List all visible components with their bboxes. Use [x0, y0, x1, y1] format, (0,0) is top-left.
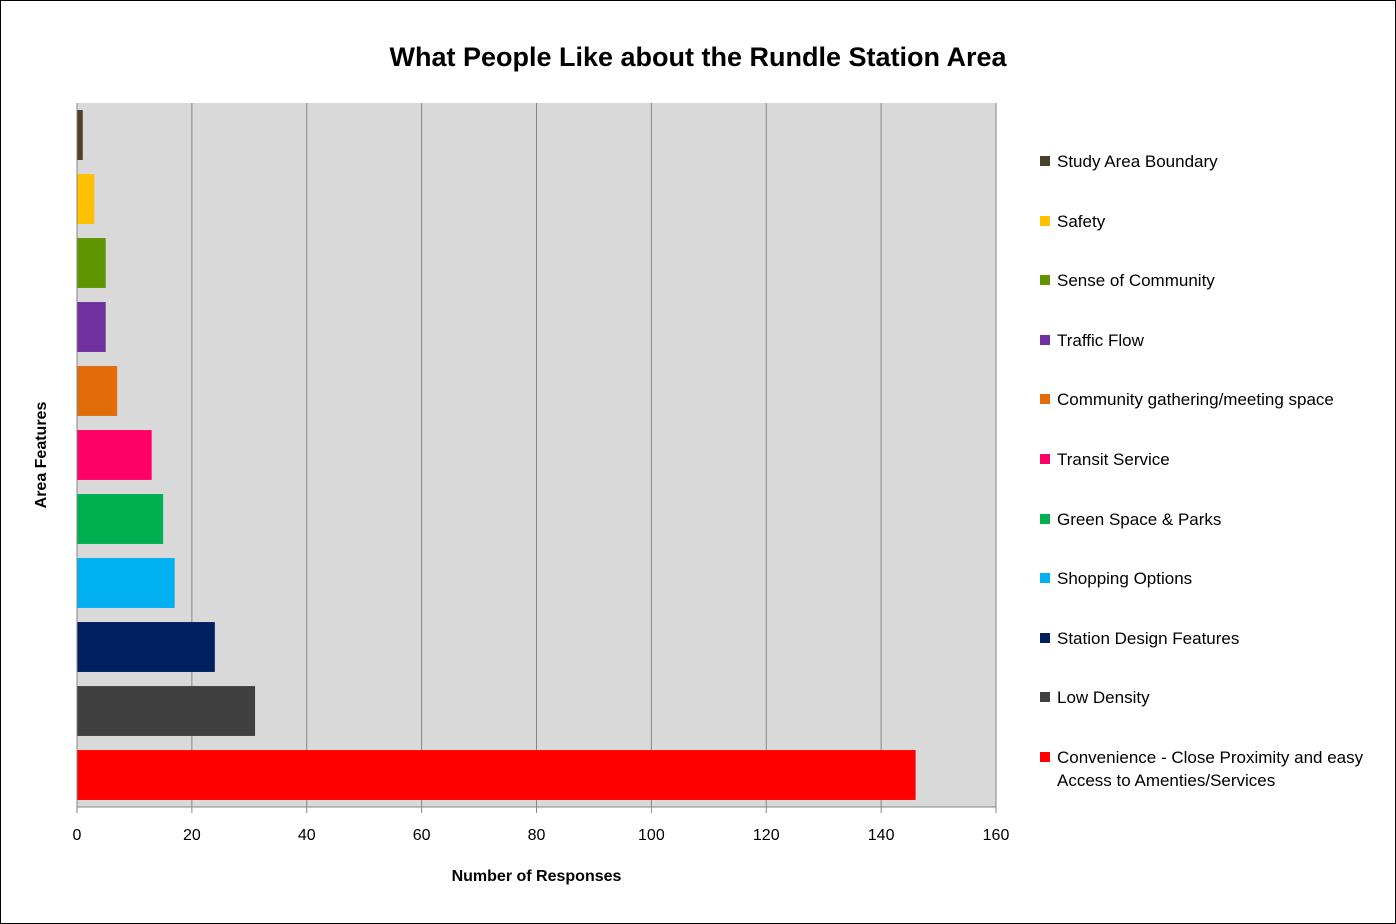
- x-axis-title: Number of Responses: [452, 868, 622, 885]
- x-tick-label: 20: [183, 827, 201, 844]
- bar: [77, 558, 175, 608]
- legend-swatch: [1040, 513, 1050, 524]
- x-tick-label: 100: [638, 827, 665, 844]
- legend-item: Shopping Options: [1040, 567, 1370, 590]
- legend-swatch: [1040, 692, 1050, 703]
- bar: [77, 174, 95, 224]
- bar: [77, 430, 152, 480]
- bar: [77, 686, 256, 736]
- legend-label: Transit Service: [1057, 450, 1170, 469]
- legend-swatch: [1040, 632, 1050, 643]
- legend-item: Low Density: [1040, 686, 1370, 709]
- legend-swatch: [1040, 275, 1050, 286]
- x-axis-ticks: 0 20 40 60 80 100 120 140 160: [73, 807, 1010, 844]
- x-tick-label: 60: [413, 827, 431, 844]
- legend-swatch: [1040, 215, 1050, 226]
- legend-item: Green Space & Parks: [1040, 508, 1370, 531]
- x-tick-label: 120: [753, 827, 780, 844]
- legend-swatch: [1040, 394, 1050, 405]
- legend-label: Low Density: [1057, 688, 1150, 708]
- legend-label: Station Design Features: [1057, 628, 1240, 648]
- legend-swatch: [1040, 156, 1050, 166]
- legend-label: Shopping Options: [1057, 569, 1193, 589]
- bar: [77, 302, 106, 352]
- legend-swatch: [1040, 752, 1050, 762]
- legend-item: Community gathering/meeting space: [1040, 388, 1370, 411]
- legend-item: Sense of Community: [1040, 269, 1370, 292]
- legend-label: Traffic Flow: [1057, 330, 1144, 350]
- legend-label: Sense of Community: [1057, 271, 1215, 291]
- legend-label: Convenience - Close Proximity and easy A…: [1057, 748, 1364, 790]
- legend-label: Green Space & Parks: [1057, 509, 1222, 529]
- x-tick-label: 140: [868, 827, 895, 844]
- bar: [77, 622, 215, 672]
- legend-item: Study Area Boundary: [1040, 150, 1370, 173]
- chart-title: What People Like about the Rundle Statio…: [389, 42, 1007, 72]
- bar: [77, 110, 83, 160]
- x-tick-label: 40: [298, 827, 316, 844]
- bar: [77, 238, 106, 288]
- legend-swatch: [1040, 454, 1050, 464]
- bars: [77, 110, 916, 800]
- x-tick-label: 80: [528, 827, 546, 844]
- legend-label: Safety: [1057, 211, 1106, 231]
- legend-item: Traffic Flow: [1040, 329, 1370, 352]
- legend-item: Transit Service: [1040, 448, 1370, 471]
- bar: [77, 366, 118, 416]
- bar: [77, 494, 164, 544]
- legend-swatch: [1040, 334, 1050, 345]
- x-tick-label: 0: [73, 827, 82, 844]
- x-tick-label: 160: [983, 827, 1010, 844]
- legend-item: Convenience - Close Proximity and easy A…: [1040, 746, 1370, 792]
- legend-item: Station Design Features: [1040, 627, 1370, 650]
- bar: [77, 750, 916, 800]
- legend-label: Community gathering/meeting space: [1057, 390, 1334, 410]
- legend-item: Safety: [1040, 210, 1370, 233]
- y-axis-title: Area Features: [33, 402, 50, 509]
- legend-label: Study Area Boundary: [1057, 152, 1218, 171]
- legend-swatch: [1040, 573, 1050, 584]
